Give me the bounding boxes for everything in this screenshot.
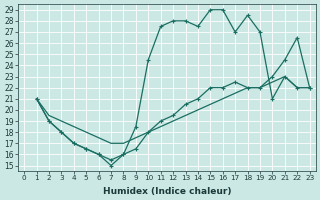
X-axis label: Humidex (Indice chaleur): Humidex (Indice chaleur): [103, 187, 231, 196]
